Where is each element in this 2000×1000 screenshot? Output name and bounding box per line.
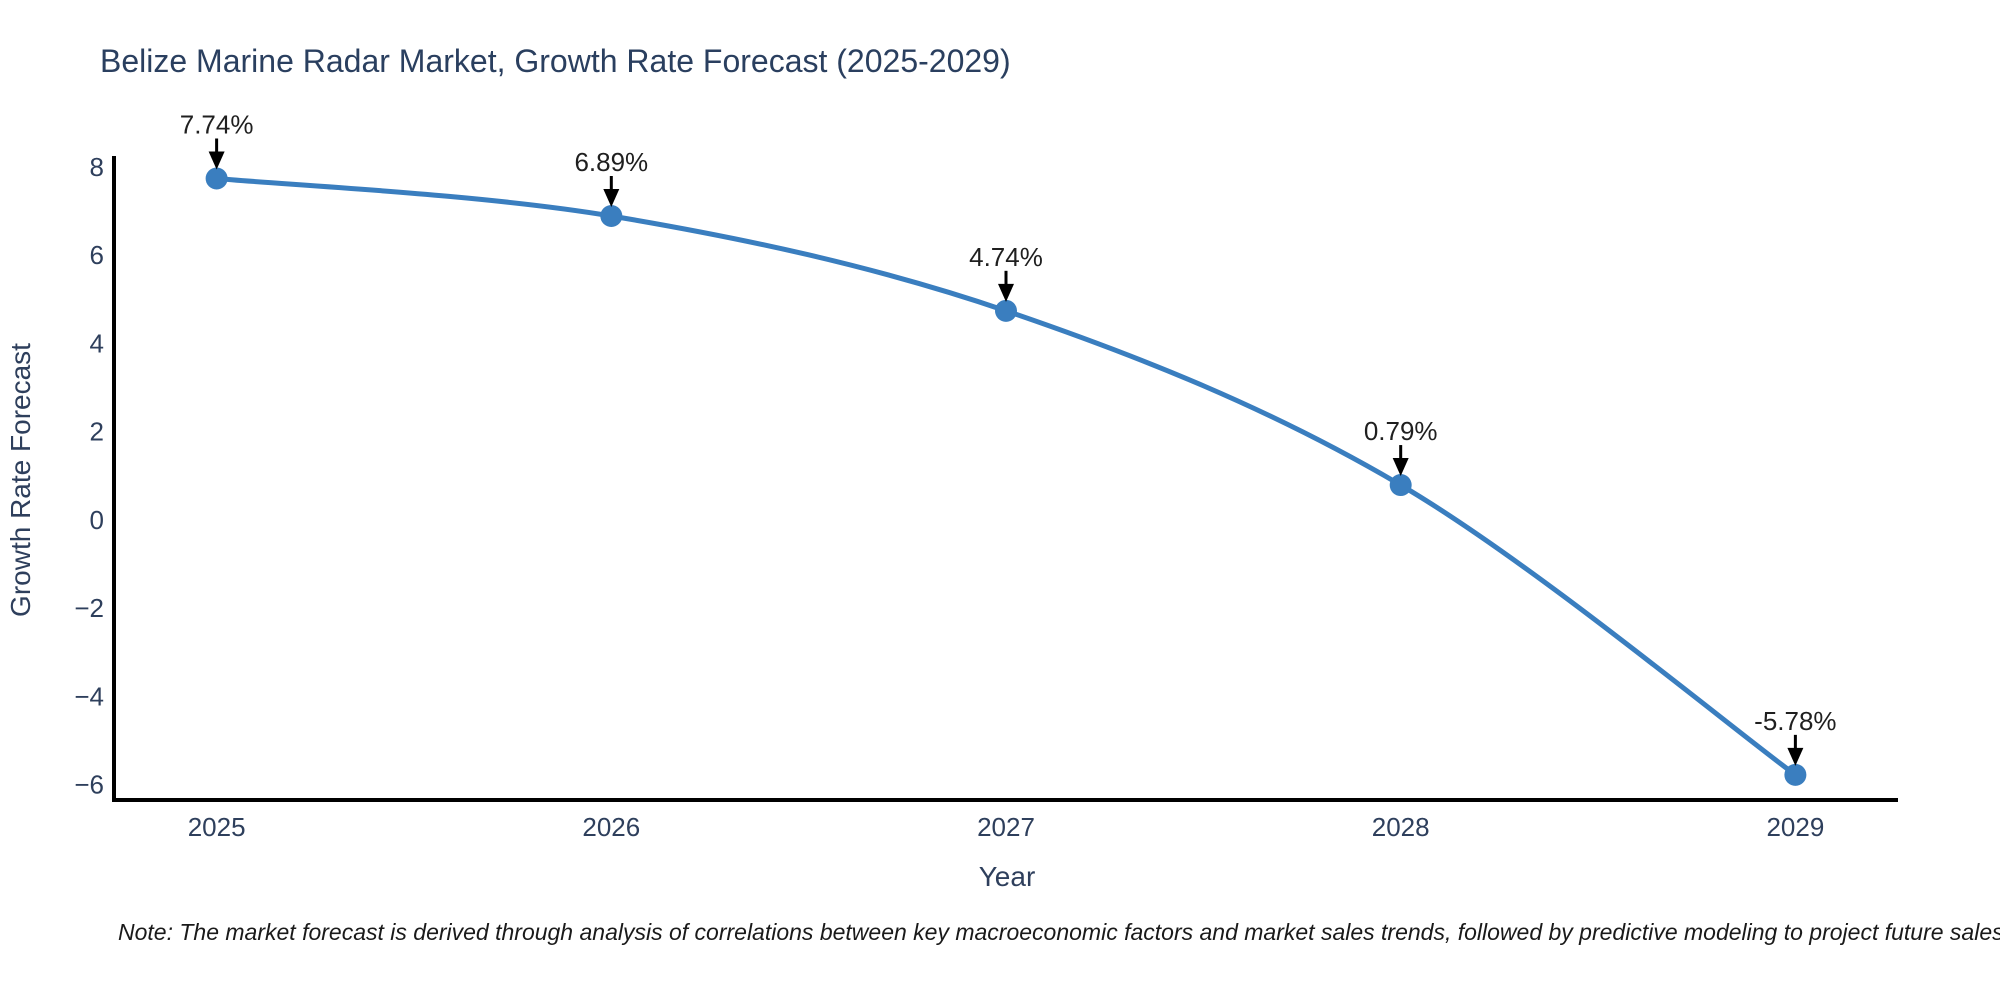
x-tick-label: 2027 bbox=[977, 812, 1035, 842]
chart-title: Belize Marine Radar Market, Growth Rate … bbox=[100, 43, 1011, 79]
annotation-arrowhead-icon bbox=[603, 188, 620, 207]
y-tick-label: 0 bbox=[90, 505, 104, 535]
x-tick-label: 2026 bbox=[582, 812, 640, 842]
point-annotations: 7.74% 6.89% 4.74% 0.79% -5.78% bbox=[180, 109, 1837, 766]
data-point bbox=[600, 204, 623, 227]
data-point bbox=[1389, 474, 1412, 497]
data-point bbox=[1784, 763, 1807, 786]
y-tick-label: −6 bbox=[74, 770, 104, 800]
y-tick-label: 8 bbox=[90, 152, 104, 182]
data-point-label: 4.74% bbox=[969, 242, 1043, 272]
data-point-label: 0.79% bbox=[1364, 416, 1438, 446]
y-tick-label: −4 bbox=[74, 681, 104, 711]
x-axis-title: Year bbox=[979, 861, 1036, 892]
x-tick-label: 2028 bbox=[1372, 812, 1430, 842]
y-tick-label: 4 bbox=[90, 328, 104, 358]
annotation-arrowhead-icon bbox=[998, 283, 1014, 302]
data-point-label: -5.78% bbox=[1754, 706, 1836, 736]
y-tick-label: −2 bbox=[74, 593, 104, 623]
x-axis-tick-labels: 2025 2026 2027 2028 2029 bbox=[188, 812, 1825, 842]
axis-spines bbox=[112, 156, 1898, 802]
annotation-arrowhead-icon bbox=[1787, 747, 1804, 766]
data-point-label: 7.74% bbox=[180, 109, 254, 139]
annotation-arrowhead-icon bbox=[1392, 458, 1409, 477]
y-tick-label: 2 bbox=[90, 417, 104, 447]
data-point-markers bbox=[205, 167, 1807, 786]
footnote: Note: The market forecast is derived thr… bbox=[118, 919, 2000, 945]
x-tick-label: 2025 bbox=[188, 812, 246, 842]
x-tick-label: 2029 bbox=[1766, 812, 1824, 842]
y-tick-label: 6 bbox=[90, 240, 104, 270]
data-point bbox=[205, 167, 228, 190]
data-point bbox=[995, 299, 1017, 322]
data-point-label: 6.89% bbox=[574, 147, 648, 177]
y-axis-title: Growth Rate Forecast bbox=[5, 343, 36, 617]
annotation-arrowhead-icon bbox=[208, 151, 225, 170]
y-axis-tick-labels: 8 6 4 2 0 −2 −4 −6 bbox=[74, 152, 104, 800]
